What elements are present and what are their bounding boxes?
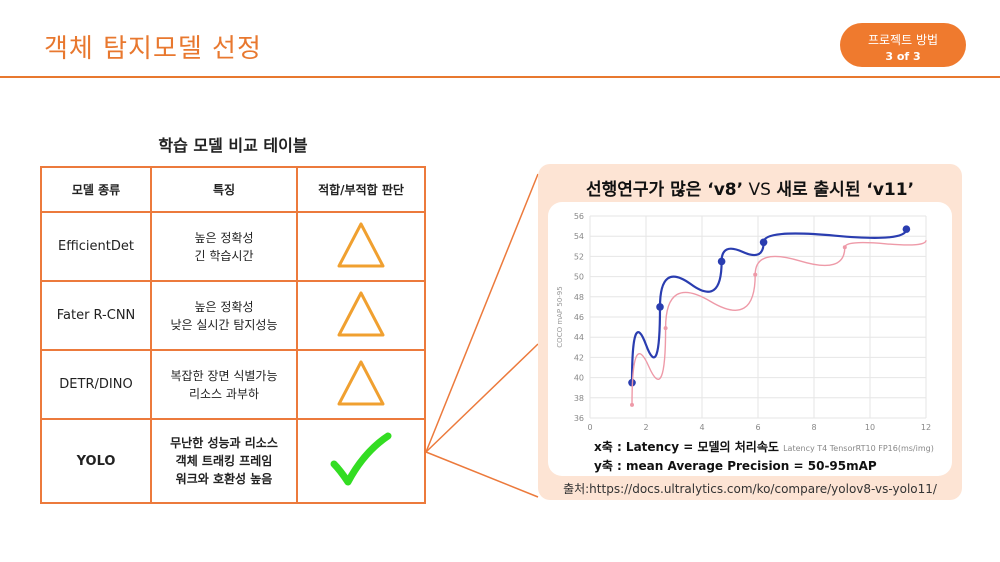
y-tick-label: 52 xyxy=(574,252,584,261)
y-tick-label: 44 xyxy=(574,333,584,342)
table-row: YOLO 무난한 성능과 리소스 객체 트래킹 프레임 워크와 호환성 높음 xyxy=(40,418,426,504)
x-axis-caption: x축 : Latency = 모델의 처리속도 Latency T4 Tenso… xyxy=(594,438,934,455)
source-citation: 출처:https://docs.ultralytics.com/ko/compa… xyxy=(563,482,937,496)
verdict-cell xyxy=(296,349,426,420)
y-tick-label: 36 xyxy=(574,414,584,423)
data-point xyxy=(753,272,758,277)
comparison-table: 모델 종류 특징 적합/부적합 판단 EfficientDet 높은 정확성 긴… xyxy=(40,166,426,504)
x-tick-label: 12 xyxy=(921,423,931,432)
y-axis-label: COCO mAP 50-95 xyxy=(556,286,564,347)
header-feature: 특징 xyxy=(150,166,298,213)
panel-title-v11: 새로 출시된 ‘v11’ xyxy=(776,180,915,200)
model-features: 무난한 성능과 리소스 객체 트래킹 프레임 워크와 호환성 높음 xyxy=(150,418,298,504)
triangle-icon xyxy=(337,360,385,406)
feature-line: 복잡한 장면 식별가능 xyxy=(170,368,278,383)
progress-badge: 프로젝트 방법 3 of 3 xyxy=(840,23,966,67)
table-header-row: 모델 종류 특징 적합/부적합 판단 xyxy=(40,166,426,213)
feature-line: 무난한 성능과 리소스 xyxy=(170,436,278,450)
badge-section-label: 프로젝트 방법 xyxy=(867,33,939,47)
header-verdict: 적합/부적합 판단 xyxy=(296,166,426,213)
panel-title-vs: VS xyxy=(743,180,777,200)
comparison-panel: 선행연구가 많은 ‘v8’ VS 새로 출시된 ‘v11’ 36 38 40 42 44… xyxy=(538,164,962,500)
x-axis-caption-text: x축 : Latency = 모델의 처리속도 xyxy=(594,440,779,454)
table-row: DETR/DINO 복잡한 장면 식별가능 리소스 과부하 xyxy=(40,349,426,420)
data-point xyxy=(717,257,726,266)
x-tick-label: 8 xyxy=(811,423,816,432)
x-tick-label: 4 xyxy=(699,423,704,432)
verdict-cell xyxy=(296,418,426,504)
feature-line: 리소스 과부하 xyxy=(188,386,260,401)
data-point xyxy=(656,303,664,311)
triangle-icon xyxy=(337,291,385,337)
feature-line: 긴 학습시간 xyxy=(194,248,254,263)
check-icon xyxy=(330,432,392,485)
header-divider xyxy=(0,76,1000,78)
y-tick-label: 46 xyxy=(574,313,584,322)
model-name: YOLO xyxy=(40,418,152,504)
feature-line: 낮은 실시간 탐지성능 xyxy=(170,317,278,332)
model-features: 높은 정확성 낮은 실시간 탐지성능 xyxy=(150,280,298,351)
y-tick-label: 38 xyxy=(574,394,584,403)
y-tick-label: 42 xyxy=(574,353,584,362)
data-point xyxy=(759,238,768,247)
series-line xyxy=(630,228,908,383)
y-tick-label: 48 xyxy=(574,293,584,302)
feature-line: 워크와 호환성 높음 xyxy=(175,472,273,486)
model-name: EfficientDet xyxy=(40,211,152,282)
y-tick-label: 56 xyxy=(574,212,584,221)
data-point xyxy=(663,326,668,331)
panel-title-v8: 선행연구가 많은 ‘v8’ xyxy=(585,180,744,200)
panel-title: 선행연구가 많은 ‘v8’ VS 새로 출시된 ‘v11’ xyxy=(538,175,962,200)
header-model: 모델 종류 xyxy=(40,166,152,213)
model-features: 복잡한 장면 식별가능 리소스 과부하 xyxy=(150,349,298,420)
y-tick-label: 50 xyxy=(574,273,584,282)
x-tick-label: 0 xyxy=(587,423,592,432)
table-row: EfficientDet 높은 정확성 긴 학습시간 xyxy=(40,211,426,282)
model-features: 높은 정확성 긴 학습시간 xyxy=(150,211,298,282)
x-axis-label: Latency T4 TensorRT10 FP16(ms/img) xyxy=(783,444,934,453)
feature-line: 높은 정확성 xyxy=(194,299,254,314)
y-tick-label: 54 xyxy=(574,232,584,241)
table-caption: 학습 모델 비교 테이블 xyxy=(158,136,308,155)
model-name: Fater R-CNN xyxy=(40,280,152,351)
data-point xyxy=(902,225,911,233)
x-tick-label: 2 xyxy=(643,423,648,432)
series-line xyxy=(631,239,927,405)
triangle-icon xyxy=(337,222,385,268)
data-point xyxy=(842,245,847,250)
chart-card: 36 38 40 42 44 46 48 50 52 54 56 0 2 4 6 8 10 12 COCO mAP … xyxy=(548,202,952,476)
feature-line: 객체 트래킹 프레임 xyxy=(175,454,273,468)
badge-page-count: 3 of 3 xyxy=(885,50,921,63)
table-row: Fater R-CNN 높은 정확성 낮은 실시간 탐지성능 xyxy=(40,280,426,351)
verdict-cell xyxy=(296,280,426,351)
data-point xyxy=(630,402,634,407)
page-title: 객체 탐지모델 선정 xyxy=(44,34,262,64)
x-tick-label: 10 xyxy=(865,423,875,432)
x-tick-label: 6 xyxy=(755,423,760,432)
model-name: DETR/DINO xyxy=(40,349,152,420)
y-axis-caption: y축 : mean Average Precision = 50-95mAP xyxy=(594,459,877,473)
feature-line: 높은 정확성 xyxy=(194,230,254,245)
verdict-cell xyxy=(296,211,426,282)
y-tick-label: 40 xyxy=(574,374,584,383)
